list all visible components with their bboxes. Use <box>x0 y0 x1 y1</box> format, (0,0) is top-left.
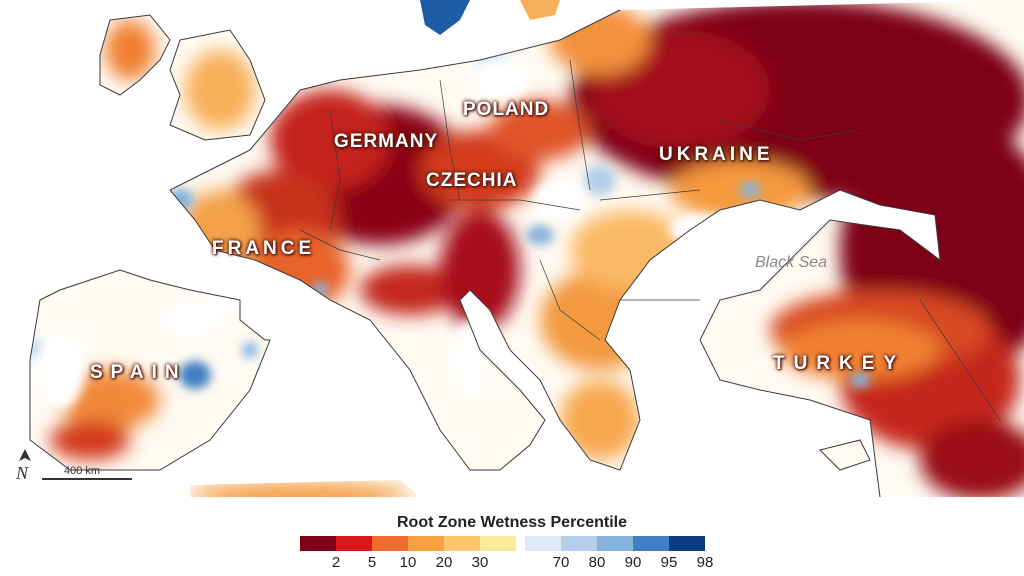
legend-swatch-wet-1 <box>525 536 561 551</box>
legend-tick-dry: 5 <box>367 554 377 571</box>
label-france: FRANCE <box>212 238 316 259</box>
label-ukraine: UKRAINE <box>659 144 774 165</box>
legend-swatch-dry-3 <box>372 536 408 551</box>
scale-bar-label: 400 km <box>64 465 101 477</box>
scale-bar <box>42 478 132 480</box>
label-black-sea: Black Sea <box>755 254 828 271</box>
legend-swatch-dry-5 <box>444 536 480 551</box>
wetness-map <box>29 0 1024 497</box>
legend-tick-dry: 30 <box>471 554 489 571</box>
label-spain: SPAIN <box>90 362 187 383</box>
legend-swatch-dry-1 <box>300 536 336 551</box>
legend-swatch-wet-5 <box>669 536 705 551</box>
legend-swatch-dry-4 <box>408 536 444 551</box>
svg-text:N: N <box>15 463 29 483</box>
legend-tick-dry: 20 <box>435 554 453 571</box>
label-czechia: CZECHIA <box>426 170 518 191</box>
legend-tick-wet: 95 <box>660 554 678 571</box>
legend-swatch-wet-4 <box>633 536 669 551</box>
legend-swatch-dry-2 <box>336 536 372 551</box>
north-arrow-icon: N <box>15 449 31 483</box>
label-turkey: TURKEY <box>773 353 906 374</box>
label-poland: POLAND <box>463 99 550 120</box>
label-germany: GERMANY <box>334 131 439 152</box>
legend-tick-wet: 80 <box>588 554 606 571</box>
legend-title: Root Zone Wetness Percentile <box>397 514 627 531</box>
legend-swatch-dry-6 <box>480 536 516 551</box>
legend-swatch-wet-3 <box>597 536 633 551</box>
legend-swatch-wet-2 <box>561 536 597 551</box>
legend-tick-wet: 98 <box>696 554 714 571</box>
legend-tick-dry: 2 <box>331 554 341 571</box>
legend-tick-dry: 10 <box>399 554 417 571</box>
legend-tick-wet: 90 <box>624 554 642 571</box>
legend-tick-wet: 70 <box>552 554 570 571</box>
map-panel: GERMANY POLAND CZECHIA UKRAINE FRANCE SP… <box>15 0 1024 497</box>
